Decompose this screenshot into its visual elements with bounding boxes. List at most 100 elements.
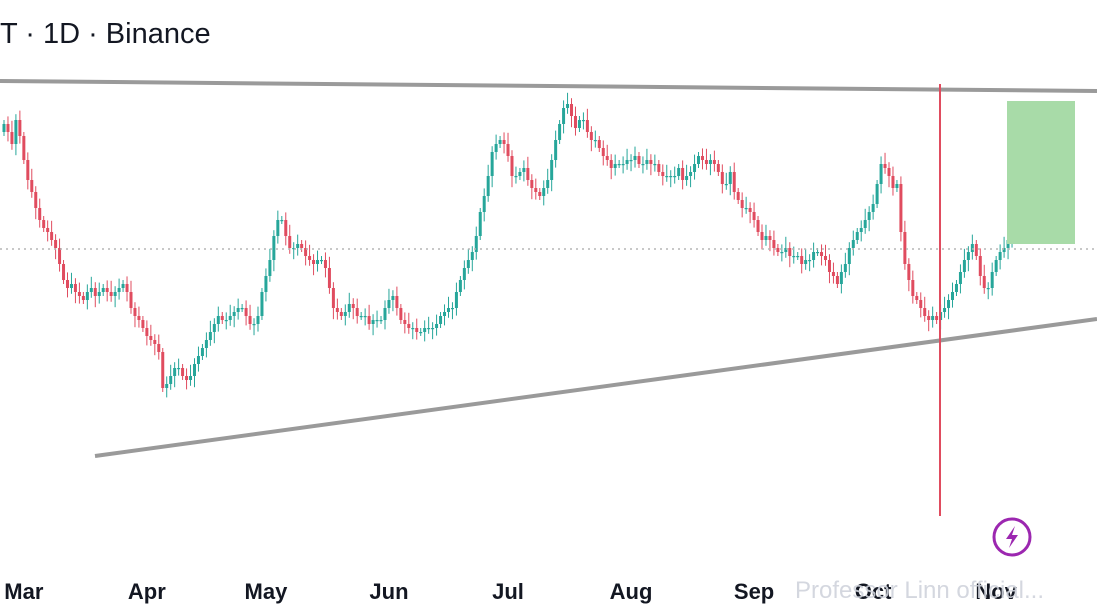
candle-body [73,284,77,292]
candle-body [26,160,30,180]
candle-body [851,240,855,248]
candle [764,224,768,246]
candle-body [1002,248,1006,252]
candle-body [427,328,431,330]
lightning-icon[interactable] [992,517,1032,557]
candle-body [990,272,994,288]
candle-body [141,320,145,328]
candle [296,234,300,256]
candle-body [347,304,351,312]
candle-body [462,268,466,280]
candle-body [915,296,919,300]
candle [224,312,228,330]
candle [220,312,224,324]
candle-body [204,340,208,348]
candle [331,282,335,320]
candle [855,228,859,244]
candle [585,108,589,138]
candle-body [252,324,256,326]
candle [474,226,478,260]
candle [498,136,502,148]
candle-body [784,248,788,252]
candle-body [284,220,288,236]
candle-body [419,332,423,334]
candle [637,152,641,168]
candle [895,180,899,192]
x-tick-label: Aug [610,579,653,604]
candle [887,162,891,188]
candle [577,116,581,132]
candle-body [661,172,665,176]
candle-body [355,308,359,316]
candle [38,198,42,228]
candle [395,286,399,316]
candle [625,148,629,170]
candle-body [907,264,911,280]
candle-body [978,256,982,276]
candle [693,154,697,180]
candle-body [280,220,284,222]
candle-body [62,264,66,280]
candle [335,298,339,320]
candle-body [2,124,6,132]
candle [633,146,637,168]
candle [177,358,181,376]
candle [748,202,752,224]
candle-body [50,232,54,240]
candle [18,110,22,144]
candle [593,130,597,148]
candle-body [693,164,697,172]
candle-body [300,244,304,248]
candle-body [831,272,835,276]
candle-body [42,220,46,228]
candle-body [113,292,117,296]
candle [943,296,947,318]
candle [42,216,46,232]
candle [137,306,141,328]
candle-body [192,364,196,376]
candle [649,154,653,176]
candle-body [109,292,113,296]
candle [629,154,633,172]
candle-body [296,244,300,248]
candle-body [657,164,661,172]
candle [835,272,839,288]
candle [69,272,73,294]
candle-body [645,160,649,164]
candle-body [589,132,593,140]
candle-body [177,368,181,370]
candle-body [712,160,716,164]
candle [308,244,312,266]
candle-body [808,260,812,262]
candle-body [264,276,268,292]
candle-body [200,348,204,356]
candle [482,188,486,222]
candle [570,98,574,128]
candle-body [268,260,272,276]
candle [351,298,355,320]
candle [34,186,38,220]
candle [431,322,435,340]
candle-body [577,120,581,128]
candle [566,92,570,114]
candle-body [708,160,712,164]
candle [808,254,812,272]
candle-body [776,248,780,252]
candle [375,310,379,328]
candle [196,346,200,372]
candle-body [609,160,613,168]
candle [847,242,851,276]
candle [859,220,863,242]
candle-body [312,260,316,264]
candle-body [724,184,728,186]
candle [903,220,907,270]
candle-body [780,252,784,254]
candle-body [331,288,335,308]
candle-body [649,160,653,164]
candle-body [843,264,847,272]
candle [244,300,248,326]
candle [46,220,50,242]
candle-body [530,180,534,188]
candle-body [895,184,899,188]
target-zone [1007,101,1075,244]
